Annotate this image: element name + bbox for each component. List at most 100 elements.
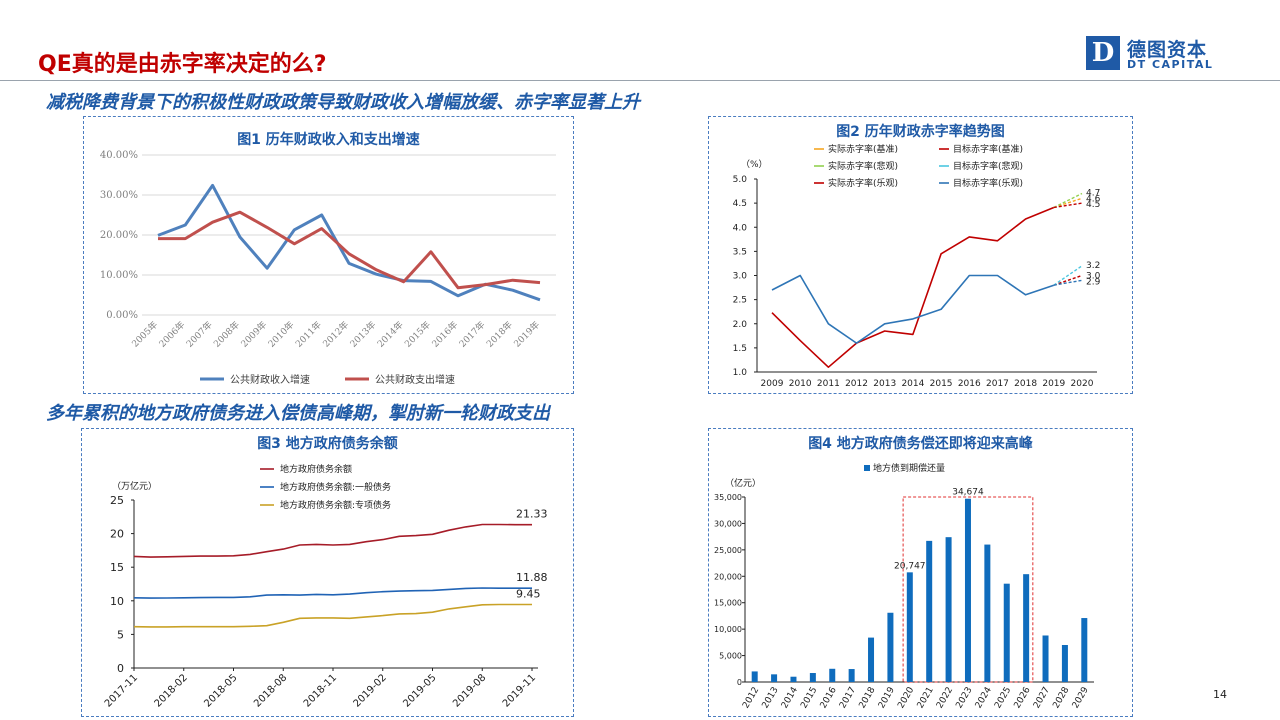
- chart-title: 图2 历年财政赤字率趋势图: [836, 124, 1005, 140]
- x-tick-label: 2012: [845, 379, 868, 389]
- x-tick-label: 2019: [1042, 379, 1065, 389]
- projection-line: [1053, 274, 1083, 286]
- bar: [790, 676, 797, 682]
- end-value-label: 4.5: [1086, 200, 1100, 210]
- bar: [906, 572, 913, 682]
- x-tick-label: 2020: [1071, 379, 1094, 389]
- series-line: [133, 523, 532, 558]
- chart-title: 图4 地方政府债务偿还即将迎来高峰: [808, 436, 1033, 452]
- y-tick-label: 0.00%: [106, 310, 138, 321]
- x-tick-label: 2018: [1014, 379, 1037, 389]
- x-tick-label: 2019-08: [451, 672, 488, 709]
- y-tick-label: 15: [110, 561, 124, 574]
- series-line: [158, 210, 541, 290]
- y-tick-label: 30.00%: [100, 190, 138, 201]
- legend-label: 地方政府债务余额:专项债务: [280, 499, 391, 511]
- x-tick-label: 2015年: [402, 319, 433, 350]
- end-value-label: 3.2: [1086, 261, 1100, 271]
- y-tick-label: 3.5: [733, 247, 747, 257]
- y-tick-label: 3.0: [733, 272, 748, 282]
- bar: [945, 537, 952, 682]
- bar: [809, 673, 816, 682]
- x-tick-label: 2014年: [375, 319, 406, 350]
- legend-label: 地方政府债务余额: [280, 463, 352, 475]
- x-tick-label: 2016: [958, 379, 981, 389]
- chart-panel-local-debt: 图3 地方政府债务余额 （万亿元） 0 5 10 15 20 25 2017-11 2018-0…: [81, 428, 574, 717]
- projection-line: [1053, 202, 1083, 209]
- x-tick-label: 2008年: [211, 319, 242, 350]
- x-tick-label: 2010: [789, 379, 812, 389]
- x-tick-label: 2017: [838, 686, 858, 711]
- bar-value-label: 34,674: [952, 488, 984, 498]
- x-tick-label: 2018-08: [252, 672, 289, 709]
- bar: [868, 637, 875, 682]
- x-tick-label: 2005年: [129, 319, 160, 350]
- y-tick-label: 40.00%: [100, 150, 138, 161]
- y-tick-label: 20,000: [714, 572, 742, 581]
- y-axis-unit: （亿元）: [725, 477, 761, 489]
- chart-title: 图1 历年财政收入和支出增速: [237, 132, 420, 148]
- series-line: [157, 183, 541, 302]
- x-tick-label: 2028: [1051, 685, 1071, 710]
- x-tick-label: 2011年: [293, 319, 324, 350]
- y-tick-label: 15,000: [714, 599, 742, 608]
- y-tick-label: 2.5: [733, 296, 747, 306]
- projection-line: [1053, 265, 1083, 286]
- logo-text-en: DT CAPITAL: [1127, 58, 1214, 71]
- logo-text-cn: 德图资本: [1127, 39, 1208, 61]
- chart-panel-deficit-rate: 图2 历年财政赤字率趋势图 （%） 1.0 1.5 2.0 2.5 3.0 3.5 4.0 4.…: [708, 116, 1133, 394]
- legend-label: 公共财政收入增速: [230, 373, 310, 386]
- y-tick-label: 35,000: [714, 493, 742, 502]
- legend-label: 实际赤字率(基准): [828, 143, 898, 155]
- x-tick-label: 2011: [817, 379, 840, 389]
- page-number: 14: [1213, 688, 1227, 701]
- y-tick-label: 25: [110, 494, 124, 507]
- y-tick-label: 20.00%: [100, 230, 138, 241]
- x-tick-label: 2019: [877, 685, 897, 710]
- x-tick-label: 2017年: [457, 319, 488, 350]
- end-value-label: 9.45: [516, 587, 541, 600]
- x-tick-label: 2012年: [320, 319, 351, 350]
- x-tick-label: 2015: [930, 379, 953, 389]
- x-tick-label: 2013: [873, 379, 896, 389]
- end-value-label: 4.7: [1086, 188, 1100, 198]
- highlight-box: [902, 496, 1034, 683]
- chart-debt-repayment: （亿元） 0 5,000 10,000 15,000 20,000 25,000 30,000…: [714, 462, 1094, 711]
- logo-letter: D: [1091, 38, 1115, 68]
- x-tick-label: 2026: [1013, 685, 1033, 710]
- chart-local-debt: （万亿元） 0 5 10 15 20 25 2017-11 2018-02 2018-05 2018…: [103, 463, 548, 710]
- bar: [964, 498, 971, 682]
- y-tick-label: 2.0: [733, 320, 748, 330]
- legend-swatch: [864, 465, 870, 471]
- legend-label: 实际赤字率(悲观): [828, 160, 898, 172]
- legend-label: 目标赤字率(悲观): [953, 160, 1023, 172]
- bar: [984, 544, 991, 682]
- bar: [1003, 583, 1010, 682]
- series-line: [133, 603, 532, 628]
- bar: [829, 668, 836, 682]
- legend-label: 实际赤字率(乐观): [828, 177, 898, 189]
- bar: [751, 671, 758, 682]
- x-tick-label: 2024: [974, 685, 994, 710]
- projection-line: [1053, 279, 1083, 286]
- legend-label: 地方政府债务余额:一般债务: [280, 481, 391, 493]
- section-heading-2: 多年累积的地方政府债务进入偿债高峰期，掣肘新一轮财政支出: [46, 403, 550, 424]
- y-tick-label: 30,000: [714, 519, 742, 528]
- y-tick-label: 0: [737, 678, 742, 687]
- x-tick-label: 2019-11: [501, 672, 538, 709]
- bar-value-label: 20,747: [894, 561, 926, 571]
- bar: [1023, 574, 1030, 682]
- y-tick-label: 5: [117, 628, 124, 641]
- x-tick-label: 2012: [741, 686, 761, 711]
- x-tick-label: 2021: [916, 686, 936, 711]
- x-tick-label: 2029: [1071, 685, 1091, 710]
- bar: [771, 674, 778, 682]
- x-tick-label: 2009: [761, 379, 784, 389]
- x-tick-label: 2010年: [266, 319, 297, 350]
- y-tick-label: 1.5: [733, 344, 747, 354]
- y-tick-label: 10.00%: [100, 270, 138, 281]
- legend-label: 目标赤字率(乐观): [953, 177, 1023, 189]
- x-tick-label: 2006年: [156, 319, 187, 350]
- x-tick-label: 2014: [901, 379, 924, 389]
- end-value-label: 21.33: [516, 508, 548, 521]
